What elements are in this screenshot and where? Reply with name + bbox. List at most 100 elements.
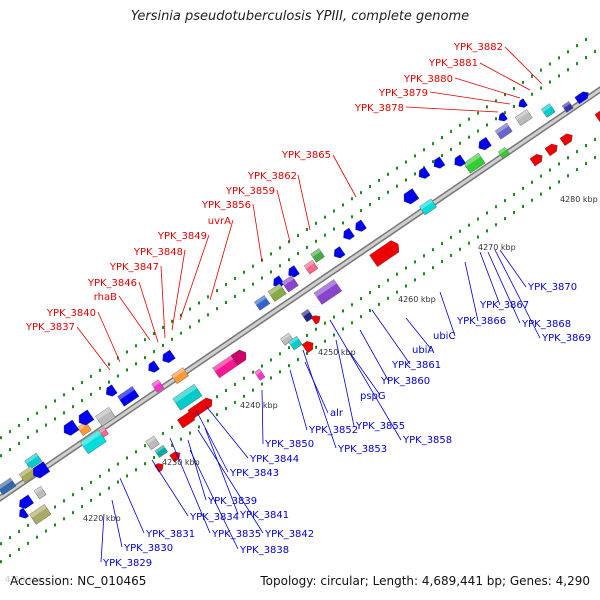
tick-dot [441,242,443,246]
gene-highlight [80,429,102,447]
tick-dot [18,547,20,551]
gene-label: YPK_3879 [378,88,428,99]
gene-highlight [280,333,291,342]
tick-dot [378,302,380,306]
tick-dot [324,215,326,219]
tick-dot [189,431,191,435]
tick-dot [414,172,416,176]
tick-dot [315,345,317,349]
tick-dot [9,430,11,434]
gene-box [117,386,140,407]
tick-dot [18,441,20,445]
tick-dot [306,333,308,337]
tick-dot [531,198,533,202]
gene-box [145,435,160,451]
tick-dot [351,321,353,325]
genome-summary-text: Topology: circular; Length: 4,689,441 bp… [260,574,590,588]
tick-dot [288,240,290,244]
tick-dot [261,382,263,386]
gene-feature [106,384,118,397]
gene-highlight [288,336,299,345]
gene-label: YPK_3841 [239,510,289,521]
tick-dot [198,301,200,305]
gene-feature [498,146,510,159]
tick-dot [360,315,362,319]
tick-dot [378,196,380,200]
tick-dot [297,358,299,362]
leader-line [479,62,531,91]
gene-arrow [148,360,160,373]
leader-line [289,369,308,431]
tick-dot [567,50,569,54]
tick-dot [432,160,434,164]
gene-feature [172,383,203,411]
gene-highlight [541,103,552,113]
leader-line [261,389,264,445]
tick-dot [378,178,380,182]
leader-line [197,429,264,534]
gene-box [24,452,43,470]
gene-feature [518,98,528,108]
gene-label: YPK_3835 [211,529,261,540]
gene-arrow [343,227,355,240]
tick-dot [342,309,344,313]
gene-label: YPK_3848 [133,247,183,258]
tick-dot [558,162,560,166]
leader-line [100,513,105,563]
gene-highlight [310,248,321,257]
tick-dot [216,289,218,293]
tick-dot [486,229,488,233]
gene-feature [463,152,486,174]
forward-gene-labels: YPK_3882 YPK_3881 YPK_3880 YPK_3879 YPK_… [25,42,503,333]
gene-highlight [463,153,481,167]
gene-feature [300,308,314,323]
tick-dot [441,154,443,158]
tick-dot [144,356,146,360]
tick-dot [504,93,506,97]
tick-dot [531,180,533,184]
leader-line [359,329,389,381]
leader-line [187,439,207,501]
accession-text: Accession: NC_010465 [10,574,147,588]
tick-dot [126,474,128,478]
gene-feature [0,477,17,496]
gene-highlight [34,486,43,494]
gene-feature [254,368,266,381]
gene-label: rhaB [94,292,117,303]
tick-dot [405,266,407,270]
gene-feature [303,259,319,275]
tick-dot [72,387,74,391]
tick-dot [234,276,236,280]
tick-dot [567,68,569,72]
tick-dot [90,498,92,502]
tick-dot [18,423,20,427]
tick-dot [405,178,407,182]
tick-dot [504,217,506,221]
tick-dot [315,239,317,243]
tick-dot [369,185,371,189]
gene-feature [559,133,573,146]
gene-feature [33,461,51,479]
gene-label: YPK_3843 [229,468,279,479]
gene-arrow [177,411,196,429]
gene-feature [478,137,492,151]
gene-label: YPK_3870 [527,282,577,293]
tick-dot [171,337,173,341]
tick-dot [477,235,479,239]
tick-dot [135,362,137,366]
leader-line [76,326,111,371]
tick-dot [360,297,362,301]
tick-dot [144,338,146,342]
tick-dot [333,333,335,337]
leader-line [371,309,411,365]
tick-dot [315,327,317,331]
leader-line [487,251,521,324]
tick-dot [18,529,20,533]
gene-label: YPK_3834 [189,512,239,523]
tick-dot [369,291,371,295]
leader-line [171,249,186,331]
gene-arrow [19,507,29,519]
gene-label: YPK_3856 [201,200,251,211]
tick-dot [468,241,470,245]
gene-label: YPK_3829 [102,558,152,569]
